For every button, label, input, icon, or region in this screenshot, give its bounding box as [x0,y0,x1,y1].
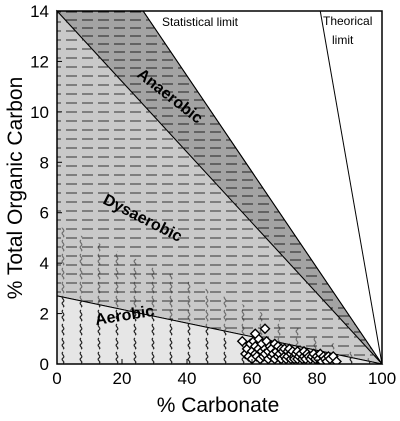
ticks-layer: 0 20 40 60 80 100 0 2 4 6 8 10 12 14 [30,2,396,388]
x-tick-label: 80 [308,369,327,388]
limit-line-statistical-limit [142,10,383,365]
y-tick-label: 12 [30,52,49,71]
data-point [331,355,342,364]
y-axis-title: % Total Organic Carbon [4,77,27,300]
zones-layer [55,9,384,365]
data-point [259,323,271,335]
x-tick-label: 60 [243,369,262,388]
y-tick-label: 10 [30,103,49,122]
annotation-statistical-limit: Statistical limit [162,15,239,29]
zone-aerobic-pattern [57,295,382,364]
x-tick-label: 0 [52,369,61,388]
zone-dysaerobic-squiggles [57,225,382,364]
data-point [236,335,248,347]
x-tick-label: 20 [113,369,132,388]
y-tick-label: 0 [40,355,49,374]
y-tick-label: 14 [30,2,49,21]
y-tick-label: 4 [40,254,49,273]
y-tick-label: 8 [40,153,49,172]
x-tick-label: 100 [368,369,396,388]
data-point [249,328,261,340]
y-tick-label: 2 [40,305,49,324]
points-layer [236,323,342,364]
limit-line-theorical-limit [319,10,383,365]
annotation-theorical-limit-line1: Theorical [323,14,372,28]
y-tick-label: 6 [40,204,49,223]
x-tick-label: 40 [178,369,197,388]
x-axis-title: % Carbonate [157,394,280,417]
plot-frame [56,10,383,365]
annotation-theorical-limit-line2: limit [332,33,354,47]
